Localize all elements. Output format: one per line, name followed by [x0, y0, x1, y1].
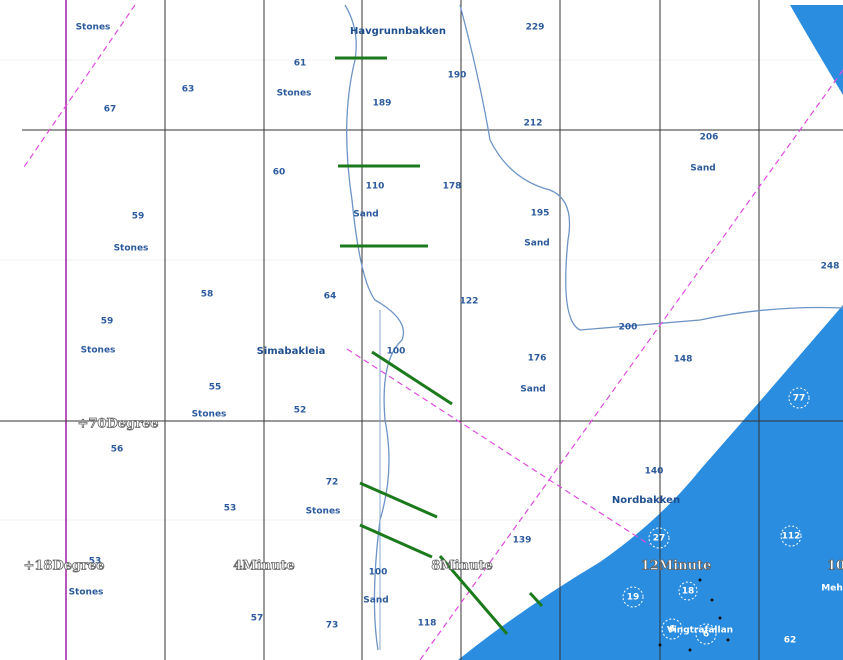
map-label: 61: [294, 59, 307, 69]
map-label: 118: [418, 619, 437, 629]
map-label: 229: [526, 23, 545, 33]
faint-grid: [0, 59, 843, 521]
map-label: 112: [782, 532, 801, 542]
map-label: 53: [89, 557, 102, 567]
map-label: 63: [182, 85, 195, 95]
grid-label: 10: [827, 559, 843, 574]
map-label: 62: [784, 636, 797, 646]
map-label: 60: [273, 168, 286, 178]
deep-water: [458, 305, 843, 660]
map-label: Sand: [690, 164, 715, 174]
map-label: 57: [251, 614, 264, 624]
map-label: Meh: [821, 584, 842, 594]
map-label: 212: [524, 119, 543, 129]
map-label: Sand: [520, 385, 545, 395]
map-label: 53: [224, 504, 237, 514]
map-label: Sand: [363, 596, 388, 606]
map-label: 27: [653, 534, 666, 544]
map-label: 59: [101, 317, 114, 327]
map-label: 67: [104, 105, 117, 115]
map-label: 18: [682, 587, 695, 597]
grid-label: 12Minute: [641, 559, 712, 574]
deep-water: [790, 5, 843, 95]
map-label: 148: [674, 355, 693, 365]
map-label: Stones: [81, 346, 116, 356]
map-label: 189: [373, 99, 392, 109]
map-label: Stones: [76, 23, 111, 33]
map-label: 52: [294, 406, 307, 416]
map-label: 64: [324, 292, 337, 302]
map-label: 100: [387, 347, 406, 357]
map-label: 73: [326, 621, 339, 631]
map-label: Nordbakken: [612, 495, 680, 506]
dashed-boundaries: [21, 4, 843, 660]
map-label: Stones: [114, 244, 149, 254]
labels: Stones Havgrunnbakken 229 61 63 Stones 190 67 18…: [23, 23, 843, 646]
grid-label: 8Minute: [431, 559, 493, 574]
map-label: 140: [645, 467, 664, 477]
map-label: 6: [669, 625, 675, 635]
map-label: 72: [326, 478, 339, 488]
map-label: 58: [201, 290, 214, 300]
dotted-rocks: [622, 387, 810, 645]
map-label: Sand: [524, 239, 549, 249]
map-label: 139: [513, 536, 532, 546]
map-label: 55: [209, 383, 222, 393]
grid-label: 4Minute: [233, 559, 295, 574]
map-label: 206: [700, 133, 719, 143]
map-label: 176: [528, 354, 547, 364]
map-label: Stones: [192, 410, 227, 420]
map-label: 195: [531, 209, 550, 219]
map-label: 178: [443, 182, 462, 192]
map-label: 200: [619, 323, 638, 333]
map-label: Simabakleia: [257, 346, 326, 357]
map-label: 190: [448, 71, 467, 81]
map-label: 59: [132, 212, 145, 222]
rock-dots: [658, 578, 730, 652]
map-label: 100: [369, 568, 388, 578]
map-label: Havgrunnbakken: [350, 26, 446, 37]
map-label: 6: [703, 630, 709, 640]
map-label: 110: [366, 182, 385, 192]
map-label: Stones: [277, 89, 312, 99]
map-label: 248: [821, 262, 840, 272]
map-label: 19: [627, 593, 640, 603]
map-label: Stones: [69, 588, 104, 598]
map-label: Sand: [353, 210, 378, 220]
map-label: 77: [793, 394, 806, 404]
map-label: Stones: [306, 507, 341, 517]
grid-label: +70Degree: [77, 417, 158, 432]
map-label: Vingtrafallan: [667, 626, 733, 636]
green-markers: [335, 56, 544, 635]
map-label: 56: [111, 445, 124, 455]
grid-label: +18Degree: [23, 559, 104, 574]
map-label: 122: [460, 297, 479, 307]
